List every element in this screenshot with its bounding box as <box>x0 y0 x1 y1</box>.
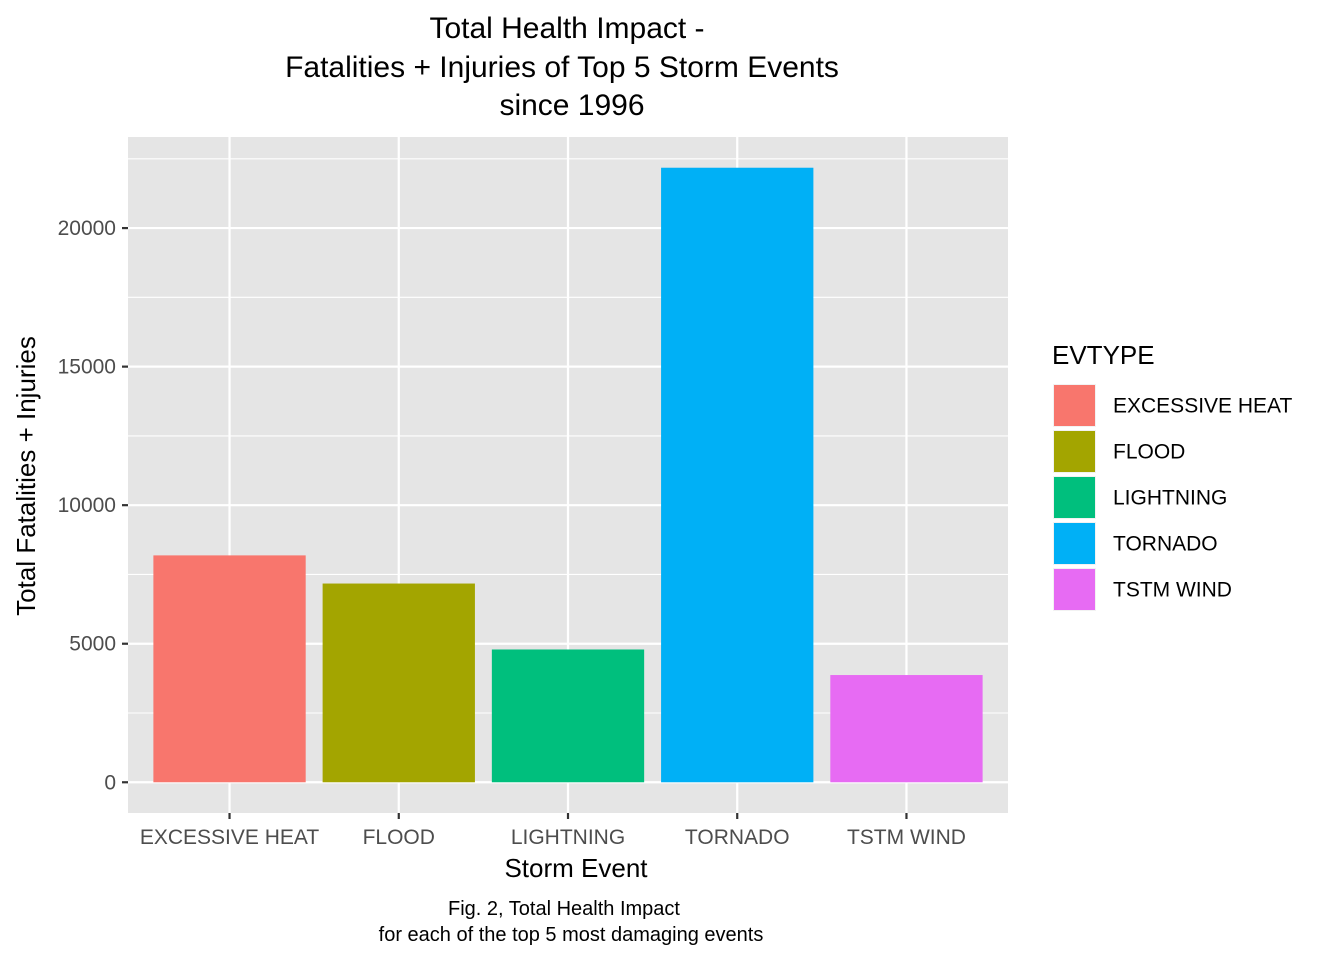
y-tick-label: 5000 <box>69 633 116 656</box>
caption-line-2: for each of the top 5 most damaging even… <box>379 924 764 946</box>
x-axis: EXCESSIVE HEAT FLOOD LIGHTNING TORNADO TSTM … <box>140 813 966 849</box>
y-tick-label: 15000 <box>58 356 116 379</box>
bars <box>153 167 983 783</box>
legend-label: FLOOD <box>1113 441 1185 464</box>
legend-swatch <box>1054 431 1095 472</box>
chart-title-line-1: Total Health Impact - <box>429 12 704 45</box>
legend-label: TORNADO <box>1113 533 1218 556</box>
y-tick-label: 0 <box>104 771 116 794</box>
bar-tornado <box>661 167 814 783</box>
y-tick-label: 20000 <box>58 217 116 240</box>
figure-caption: Fig. 2, Total Health Impact for each of … <box>379 898 764 946</box>
bar-excessive-heat <box>153 555 306 783</box>
x-tick-label: EXCESSIVE HEAT <box>140 826 320 849</box>
legend: EVTYPE EXCESSIVE HEAT FLOOD LIGHTNING TORNA… <box>1052 340 1293 611</box>
y-tick-label: 10000 <box>58 494 116 517</box>
legend-swatch <box>1054 477 1095 518</box>
x-tick-label: FLOOD <box>363 826 435 849</box>
legend-label: TSTM WIND <box>1113 579 1232 602</box>
legend-label: EXCESSIVE HEAT <box>1113 395 1293 418</box>
caption-line-1: Fig. 2, Total Health Impact <box>448 898 680 920</box>
legend-swatch <box>1054 523 1095 564</box>
legend-label: LIGHTNING <box>1113 487 1227 510</box>
chart-title: Total Health Impact - Fatalities + Injur… <box>285 12 839 122</box>
x-axis-title: Storm Event <box>504 853 648 883</box>
chart-title-line-2: Fatalities + Injuries of Top 5 Storm Eve… <box>285 51 839 84</box>
bar-lightning <box>491 649 645 783</box>
bar-tstm-wind <box>830 675 983 783</box>
y-axis-title: Total Fatalities + Injuries <box>11 336 41 616</box>
legend-swatch <box>1054 569 1095 610</box>
x-tick-label: LIGHTNING <box>511 826 625 849</box>
x-tick-label: TORNADO <box>685 826 790 849</box>
y-axis: 0 5000 10000 15000 20000 <box>58 217 128 794</box>
legend-items: EXCESSIVE HEAT FLOOD LIGHTNING TORNADO TSTM … <box>1053 384 1293 611</box>
chart-title-line-3: since 1996 <box>499 89 644 122</box>
legend-title: EVTYPE <box>1052 340 1155 370</box>
x-tick-label: TSTM WIND <box>847 826 966 849</box>
bar-flood <box>322 583 475 783</box>
legend-swatch <box>1054 385 1095 426</box>
